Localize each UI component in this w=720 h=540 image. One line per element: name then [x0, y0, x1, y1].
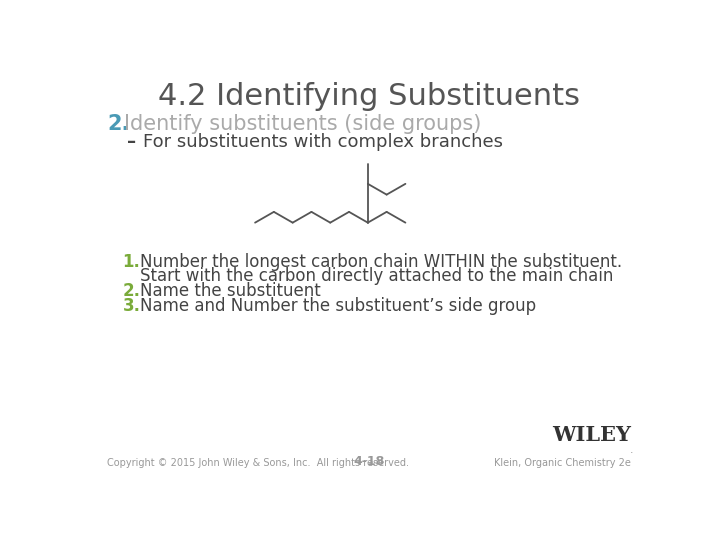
Text: Number the longest carbon chain WITHIN the substituent.: Number the longest carbon chain WITHIN t… — [140, 253, 622, 271]
Text: 4.2 Identifying Substituents: 4.2 Identifying Substituents — [158, 82, 580, 111]
Text: Identify substituents (side groups): Identify substituents (side groups) — [124, 114, 482, 134]
Text: Name the substituent: Name the substituent — [140, 282, 320, 300]
Text: WILEY: WILEY — [552, 425, 631, 445]
Text: 4-18: 4-18 — [354, 455, 384, 468]
Text: Start with the carbon directly attached to the main chain: Start with the carbon directly attached … — [140, 267, 613, 285]
Text: 3.: 3. — [122, 298, 140, 315]
Text: W: W — [631, 452, 632, 453]
Text: Copyright © 2015 John Wiley & Sons, Inc.  All rights reserved.: Copyright © 2015 John Wiley & Sons, Inc.… — [107, 458, 409, 468]
Text: For substituents with complex branches: For substituents with complex branches — [143, 132, 503, 151]
Text: –: – — [127, 132, 136, 151]
Text: 2.: 2. — [122, 282, 140, 300]
Text: Name and Number the substituent’s side group: Name and Number the substituent’s side g… — [140, 298, 536, 315]
Text: 2.: 2. — [107, 114, 130, 134]
Text: 1.: 1. — [122, 253, 140, 271]
Text: Klein, Organic Chemistry 2e: Klein, Organic Chemistry 2e — [494, 458, 631, 468]
